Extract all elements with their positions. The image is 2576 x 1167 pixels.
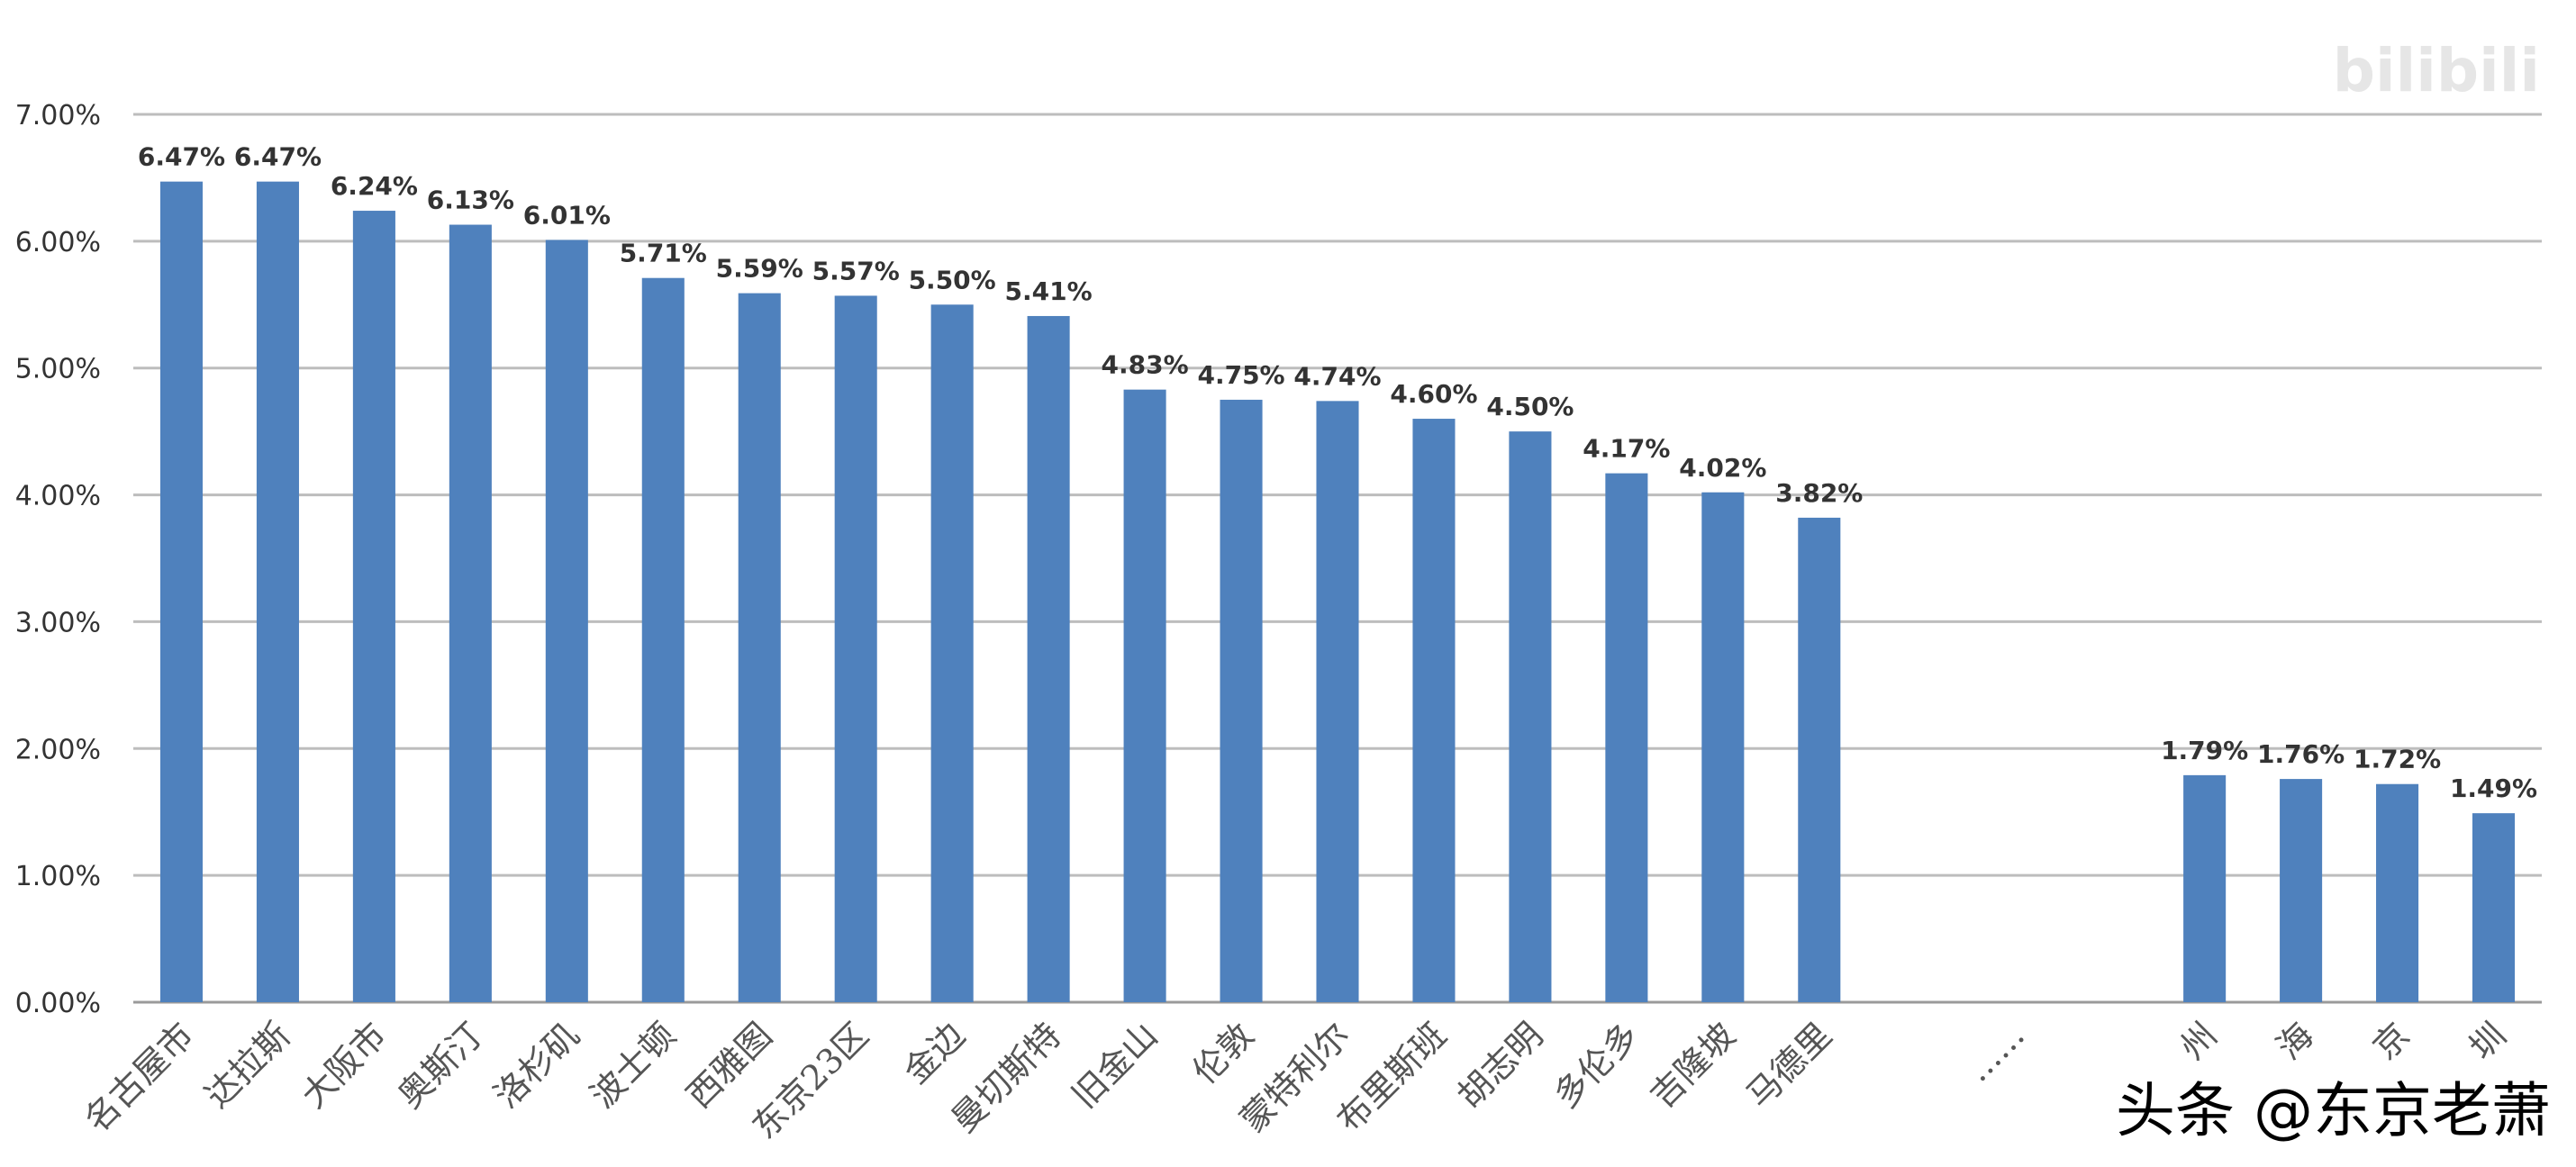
bar (1123, 389, 1166, 1002)
x-tick-label: 吉隆坡 (1642, 1015, 1743, 1116)
data-label: 1.79% (2161, 736, 2248, 765)
data-label: 1.49% (2450, 773, 2537, 803)
data-label: 5.50% (909, 265, 996, 294)
bar (1027, 315, 1070, 1002)
bar (1701, 492, 1745, 1002)
bar (159, 181, 204, 1002)
y-tick-label: 7.00% (15, 100, 101, 131)
bar (2280, 779, 2323, 1002)
x-tick-label: 金边 (896, 1015, 973, 1091)
x-tick-label: 伦敦 (1185, 1015, 1262, 1091)
bar (352, 211, 395, 1003)
y-tick-label: 5.00% (15, 354, 101, 385)
bar (738, 293, 781, 1002)
data-label: 1.72% (2354, 745, 2441, 774)
data-label: 4.02% (1679, 453, 1766, 483)
data-label: 6.47% (234, 142, 322, 172)
x-tick-label: 圳 (2462, 1015, 2514, 1067)
x-tick-label: 名古屋市 (77, 1015, 202, 1140)
data-labels: 6.47% 6.47% 6.24% 6.13% 6.01% 5.71% 5.59% 5.57%… (138, 142, 2537, 803)
y-axis-tick-labels: 0.00% 1.00% 2.00% 3.00% 4.00% 5.00% 6.00% 7.00% (15, 100, 101, 1019)
data-label: 4.50% (1486, 392, 1574, 421)
data-label: 6.24% (331, 171, 418, 201)
data-label: 6.47% (138, 142, 225, 172)
bars (159, 181, 2516, 1003)
bar (256, 181, 299, 1002)
data-label: 6.13% (427, 185, 514, 215)
y-tick-label: 6.00% (15, 227, 101, 258)
data-label: 4.75% (1197, 360, 1284, 390)
y-tick-label: 0.00% (15, 988, 101, 1019)
data-label: 4.17% (1583, 434, 1670, 464)
bar (1220, 399, 1263, 1002)
y-tick-label: 1.00% (15, 861, 101, 892)
bar (834, 295, 877, 1002)
data-label: 6.01% (523, 200, 611, 230)
watermark-text: 头条 @东京老萧 (2116, 1076, 2551, 1145)
x-tick-label: 马德里 (1738, 1015, 1839, 1116)
data-label: 1.76% (2257, 739, 2345, 769)
data-label: 5.59% (716, 254, 803, 284)
x-tick-label: 京 (2365, 1015, 2417, 1067)
data-label: 5.71% (620, 239, 707, 268)
bar (2376, 783, 2419, 1002)
y-tick-label: 3.00% (15, 607, 101, 638)
x-tick-label: 旧金山 (1065, 1015, 1166, 1116)
x-tick-label: 胡志明 (1450, 1015, 1551, 1116)
data-label: 4.83% (1102, 350, 1189, 380)
x-tick-label: 州 (2172, 1015, 2225, 1067)
x-tick-label: 达拉斯 (197, 1015, 298, 1116)
bar (2183, 774, 2227, 1002)
bar (1412, 419, 1456, 1002)
bar (545, 240, 588, 1002)
bar (2472, 813, 2516, 1002)
x-tick-label: 大阪市 (294, 1015, 395, 1116)
bar (449, 224, 492, 1002)
bilibili-logo: bilibili (2332, 36, 2540, 105)
data-label: 4.60% (1390, 379, 1477, 409)
data-label: 3.82% (1775, 478, 1863, 508)
data-label: 4.74% (1293, 361, 1381, 391)
bar (1798, 517, 1841, 1002)
bar (930, 304, 974, 1002)
y-tick-label: 4.00% (15, 481, 101, 512)
data-label: 5.41% (1005, 276, 1093, 306)
y-tick-label: 2.00% (15, 734, 101, 765)
bar (1605, 473, 1648, 1002)
bar (1509, 431, 1552, 1003)
bar (641, 277, 685, 1003)
data-label: 5.57% (812, 256, 900, 285)
x-tick-label: 海 (2269, 1015, 2321, 1067)
x-tick-label: ...... (1958, 1015, 2032, 1089)
x-tick-label: 波士顿 (583, 1015, 684, 1116)
x-tick-label: 洛杉矶 (486, 1015, 587, 1116)
bar (1316, 401, 1359, 1002)
x-tick-label: 奥斯汀 (390, 1015, 491, 1116)
x-tick-label: 多伦多 (1547, 1015, 1647, 1116)
